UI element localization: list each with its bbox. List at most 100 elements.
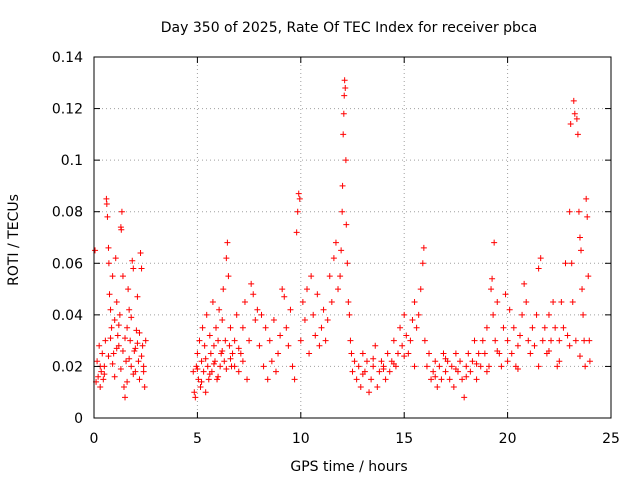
data-point	[207, 350, 214, 357]
data-point	[194, 366, 201, 373]
data-point	[235, 368, 242, 375]
data-point	[452, 366, 459, 373]
data-point	[202, 355, 209, 362]
data-point	[489, 275, 496, 282]
data-point	[399, 342, 406, 349]
data-point	[126, 306, 133, 313]
data-point	[134, 340, 141, 347]
data-point	[415, 311, 422, 318]
data-point	[348, 350, 355, 357]
data-point	[550, 298, 557, 305]
data-point	[452, 350, 459, 357]
data-point	[126, 355, 133, 362]
data-point	[490, 311, 497, 318]
data-point	[115, 322, 122, 329]
data-point	[326, 273, 333, 280]
data-point	[494, 298, 501, 305]
data-point	[297, 337, 304, 344]
data-point	[210, 342, 217, 349]
data-point	[224, 239, 231, 246]
data-point	[580, 311, 587, 318]
data-point	[556, 358, 563, 365]
data-point	[279, 286, 286, 293]
data-point	[275, 350, 282, 357]
data-point	[287, 306, 294, 313]
data-point	[341, 77, 348, 84]
x-tick-label: 15	[395, 431, 413, 447]
data-point	[105, 353, 112, 360]
data-point	[488, 286, 495, 293]
data-point	[578, 247, 585, 254]
data-point	[218, 350, 225, 357]
data-point	[378, 358, 385, 365]
data-point	[397, 324, 404, 331]
data-point	[199, 324, 206, 331]
data-point	[293, 229, 300, 236]
x-tick-label: 25	[602, 431, 620, 447]
data-point	[332, 239, 339, 246]
data-point	[450, 384, 457, 391]
data-point	[204, 363, 211, 370]
data-point	[250, 291, 257, 298]
data-point	[370, 355, 377, 362]
data-point	[337, 273, 344, 280]
data-point	[442, 368, 449, 375]
data-point	[463, 373, 470, 380]
data-point	[346, 311, 353, 318]
data-point	[330, 255, 337, 262]
data-point	[545, 347, 552, 354]
data-point	[552, 324, 559, 331]
data-point	[477, 363, 484, 370]
data-point	[394, 350, 401, 357]
data-point	[111, 373, 118, 380]
data-point	[514, 342, 521, 349]
data-point	[421, 337, 428, 344]
data-point	[231, 337, 238, 344]
data-point	[124, 324, 131, 331]
data-point	[502, 291, 509, 298]
data-point	[225, 273, 232, 280]
data-point	[494, 347, 501, 354]
data-point	[268, 358, 275, 365]
data-point	[438, 376, 445, 383]
data-point	[96, 342, 103, 349]
data-point	[504, 358, 511, 365]
data-point	[246, 337, 253, 344]
data-point	[119, 273, 126, 280]
data-point	[506, 306, 513, 313]
data-point	[304, 286, 311, 293]
data-point	[223, 366, 230, 373]
data-point	[111, 317, 118, 324]
data-point	[372, 342, 379, 349]
data-point	[191, 389, 198, 396]
data-point	[357, 384, 364, 391]
data-point	[109, 273, 116, 280]
data-point	[407, 337, 414, 344]
data-point	[535, 265, 542, 272]
data-point	[527, 350, 534, 357]
data-point	[573, 115, 580, 122]
data-point	[413, 324, 420, 331]
data-point	[108, 324, 115, 331]
data-point	[508, 350, 515, 357]
data-point	[533, 311, 540, 318]
data-point	[129, 257, 136, 264]
data-point	[110, 350, 117, 357]
data-point	[500, 324, 507, 331]
y-tick-label: 0.1	[61, 153, 83, 169]
data-point	[122, 335, 129, 342]
data-point	[420, 244, 427, 251]
y-tick-label: 0.06	[52, 256, 83, 272]
data-point	[430, 368, 437, 375]
data-point	[562, 260, 569, 267]
data-point	[405, 350, 412, 357]
data-point	[314, 291, 321, 298]
data-point	[244, 376, 251, 383]
data-point	[523, 298, 530, 305]
data-point	[401, 311, 408, 318]
data-point	[301, 317, 308, 324]
data-point	[485, 363, 492, 370]
data-point	[504, 337, 511, 344]
data-point	[514, 366, 521, 373]
data-point	[196, 337, 203, 344]
